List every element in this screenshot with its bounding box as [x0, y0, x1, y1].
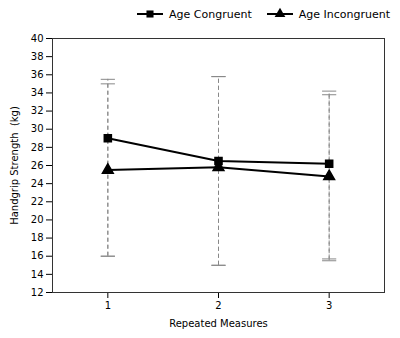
- svg-text:2: 2: [215, 300, 221, 311]
- svg-text:12: 12: [31, 287, 44, 298]
- svg-text:20: 20: [31, 214, 44, 225]
- svg-text:14: 14: [31, 269, 44, 280]
- html-text:Age Incongruent: Age Incongruent: [298, 7, 390, 21]
- svg-text:Handgrip Strength (kg): Handgrip Strength (kg): [9, 106, 20, 225]
- svg-text:24: 24: [31, 178, 44, 189]
- svg-text:3: 3: [326, 300, 332, 311]
- svg-text:16: 16: [31, 250, 44, 261]
- svg-text:40: 40: [31, 33, 44, 44]
- svg-text:1: 1: [105, 300, 111, 311]
- svg-text:30: 30: [31, 123, 44, 134]
- svg-text:22: 22: [31, 196, 44, 207]
- svg-text:28: 28: [31, 142, 44, 153]
- svg-text:38: 38: [31, 51, 44, 62]
- svg-text:36: 36: [31, 69, 44, 80]
- html-text:Age Congruent: Age Congruent: [169, 7, 252, 21]
- svg-text:32: 32: [31, 105, 44, 116]
- svg-text:34: 34: [31, 87, 44, 98]
- svg-text:18: 18: [31, 232, 44, 243]
- svg-text:26: 26: [31, 160, 44, 171]
- svg-text:Repeated Measures: Repeated Measures: [169, 318, 268, 329]
